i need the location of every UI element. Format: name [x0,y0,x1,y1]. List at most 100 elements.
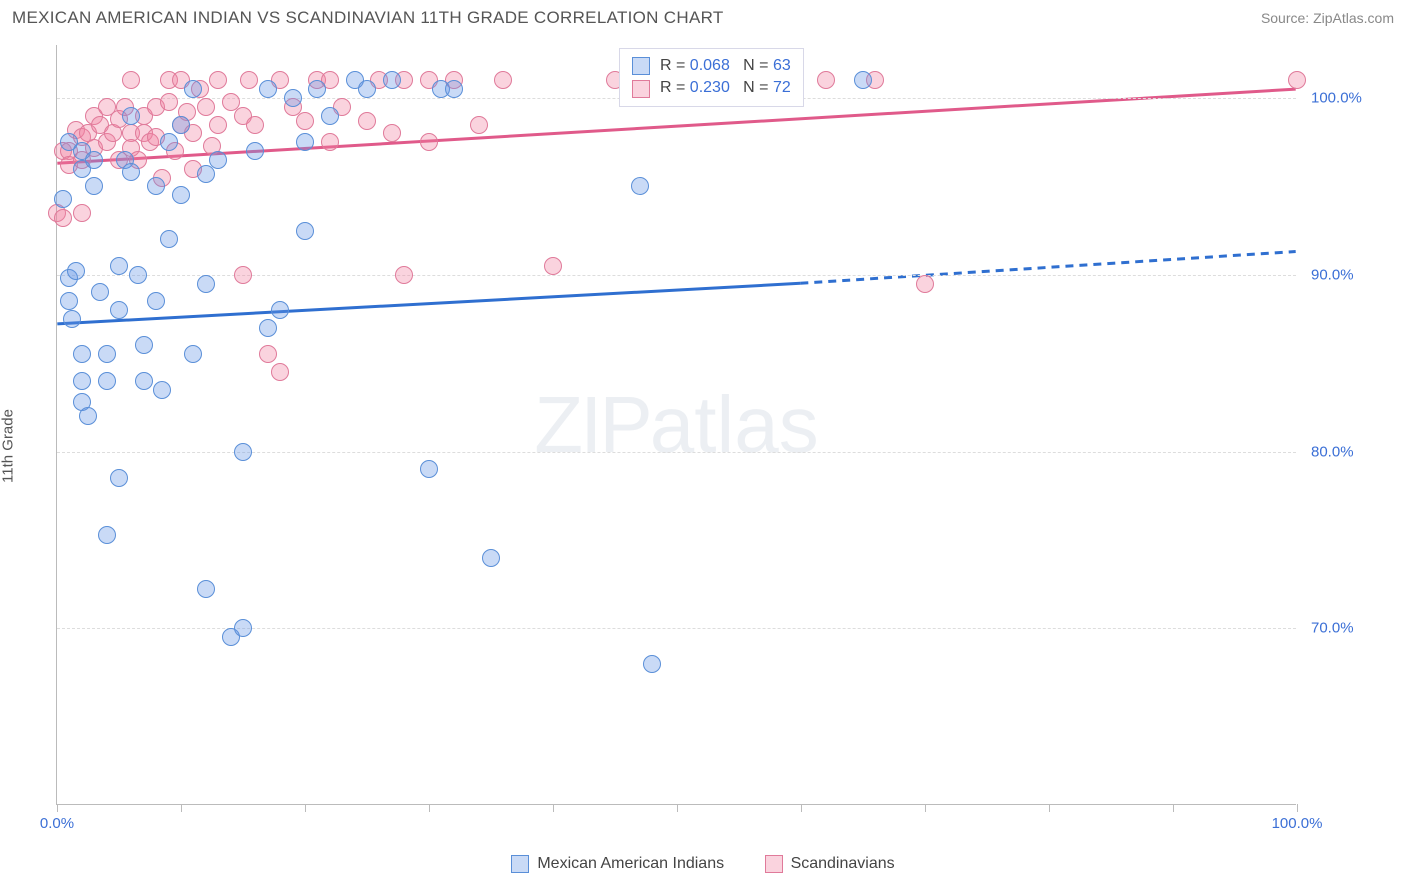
x-tick [677,804,678,812]
data-point-a [160,230,178,248]
source-attribution: Source: ZipAtlas.com [1261,10,1394,26]
data-point-b [494,71,512,89]
data-point-a [110,469,128,487]
data-point-a [308,80,326,98]
data-point-b [73,204,91,222]
legend-label-a: Mexican American Indians [537,855,724,873]
x-tick [305,804,306,812]
legend-item-b: Scandinavians [765,855,895,873]
data-point-b [122,71,140,89]
bottom-legend: Mexican American Indians Scandinavians [0,855,1406,878]
data-point-a [60,292,78,310]
data-point-a [246,142,264,160]
data-point-b [817,71,835,89]
legend-label-b: Scandinavians [791,855,895,873]
y-tick-label: 100.0% [1311,90,1362,107]
data-point-a [98,372,116,390]
data-point-a [91,283,109,301]
data-point-a [445,80,463,98]
data-point-a [271,301,289,319]
data-point-a [234,443,252,461]
data-point-a [110,257,128,275]
x-tick [181,804,182,812]
stats-text-a: R = 0.068 N = 63 [660,55,791,77]
data-point-a [234,619,252,637]
data-point-a [85,151,103,169]
data-point-b [358,112,376,130]
data-point-a [122,107,140,125]
data-point-b [240,71,258,89]
stats-box: R = 0.068 N = 63R = 0.230 N = 72 [619,48,804,107]
legend-swatch-b [765,855,783,873]
data-point-a [184,80,202,98]
watermark: ZIPatlas [534,379,818,471]
data-point-b [197,98,215,116]
x-tick [1297,804,1298,812]
data-point-a [73,345,91,363]
data-point-a [321,107,339,125]
data-point-a [54,190,72,208]
source-label: Source: [1261,10,1309,26]
source-link[interactable]: ZipAtlas.com [1313,10,1394,26]
legend-swatch-a [511,855,529,873]
data-point-a [854,71,872,89]
data-point-a [160,133,178,151]
data-point-a [147,292,165,310]
data-point-a [73,372,91,390]
stats-text-b: R = 0.230 N = 72 [660,77,791,99]
data-point-b [383,124,401,142]
data-point-a [172,116,190,134]
scatter-plot-area: ZIPatlas 70.0%80.0%90.0%100.0%0.0%100.0%… [56,45,1296,805]
data-point-a [197,580,215,598]
stats-swatch-b [632,80,650,98]
data-point-b [395,266,413,284]
data-point-a [482,549,500,567]
data-point-a [153,381,171,399]
y-tick-label: 90.0% [1311,266,1354,283]
data-point-a [67,262,85,280]
data-point-a [259,319,277,337]
data-point-b [1288,71,1306,89]
data-point-a [296,222,314,240]
data-point-b [470,116,488,134]
chart-title: MEXICAN AMERICAN INDIAN VS SCANDINAVIAN … [12,8,724,28]
y-axis-label: 11th Grade [0,409,17,483]
data-point-a [98,345,116,363]
data-point-a [358,80,376,98]
data-point-a [420,460,438,478]
regression-lines [57,45,1296,804]
data-point-a [184,345,202,363]
x-tick [1173,804,1174,812]
x-tick [801,804,802,812]
data-point-b [234,266,252,284]
x-tick [553,804,554,812]
data-point-b [54,209,72,227]
data-point-a [209,151,227,169]
stats-row-b: R = 0.230 N = 72 [632,77,791,99]
data-point-a [147,177,165,195]
stats-row-a: R = 0.068 N = 63 [632,55,791,77]
data-point-a [284,89,302,107]
y-tick-label: 70.0% [1311,620,1354,637]
data-point-a [197,275,215,293]
x-tick [57,804,58,812]
data-point-a [296,133,314,151]
data-point-a [122,163,140,181]
data-point-a [631,177,649,195]
data-point-a [135,372,153,390]
data-point-b [246,116,264,134]
data-point-a [85,177,103,195]
data-point-b [321,133,339,151]
data-point-a [135,336,153,354]
x-tick [925,804,926,812]
data-point-b [209,71,227,89]
data-point-a [98,526,116,544]
x-tick-label: 0.0% [40,815,74,832]
data-point-a [643,655,661,673]
data-point-b [916,275,934,293]
y-tick-label: 80.0% [1311,443,1354,460]
data-point-b [544,257,562,275]
data-point-a [383,71,401,89]
data-point-a [197,165,215,183]
legend-item-a: Mexican American Indians [511,855,724,873]
